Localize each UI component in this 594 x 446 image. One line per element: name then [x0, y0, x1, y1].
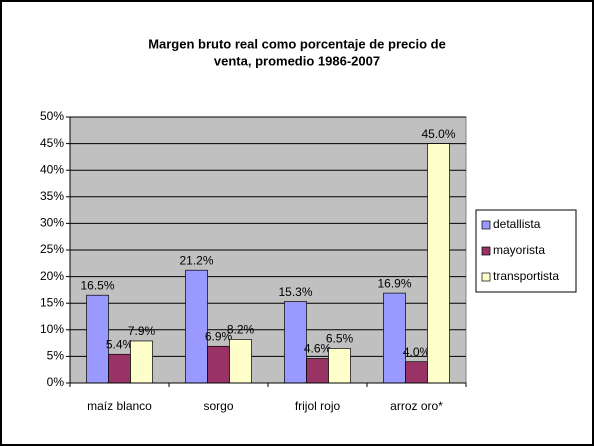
value-label: 6.5%: [326, 332, 354, 346]
y-tick-label: 50%: [40, 109, 64, 123]
y-tick-label: 20%: [40, 269, 64, 283]
y-tick-label: 0%: [47, 375, 65, 389]
bar: [427, 143, 450, 384]
legend-swatch: [481, 272, 491, 282]
value-label: 4.6%: [304, 342, 332, 356]
bar: [130, 340, 153, 384]
legend-label: mayorista: [493, 243, 545, 257]
bar: [383, 292, 406, 384]
legend-swatch: [481, 246, 491, 256]
y-tick-label: 30%: [40, 216, 64, 230]
bar: [229, 339, 252, 384]
value-label: 16.5%: [80, 278, 114, 292]
value-label: 7.9%: [128, 324, 156, 338]
value-label: 8.2%: [227, 323, 255, 337]
bar: [306, 358, 329, 384]
bar: [328, 348, 351, 384]
value-label: 5.4%: [106, 337, 134, 351]
y-tick-label: 10%: [40, 322, 64, 336]
x-tick-label: maíz blanco: [87, 399, 152, 413]
value-label: 21.2%: [179, 253, 213, 267]
x-tick-label: frijol rojo: [295, 399, 341, 413]
bar: [405, 361, 428, 384]
value-label: 45.0%: [421, 127, 455, 141]
y-tick-label: 5%: [47, 349, 65, 363]
y-tick-label: 25%: [40, 242, 64, 256]
value-label: 15.3%: [278, 285, 312, 299]
legend-box: [475, 209, 577, 293]
x-tick-label: arroz oro*: [390, 399, 443, 413]
y-tick-label: 45%: [40, 136, 64, 150]
y-tick-label: 40%: [40, 162, 64, 176]
legend-label: detallista: [493, 217, 541, 231]
legend-label: transportista: [493, 269, 559, 283]
bar: [108, 353, 131, 384]
y-tick-label: 35%: [40, 189, 64, 203]
value-label: 4.0%: [403, 345, 431, 359]
chart-title: venta, promedio 1986-2007: [214, 53, 380, 68]
bar: [185, 269, 208, 384]
y-tick-label: 15%: [40, 295, 64, 309]
bar: [207, 345, 230, 384]
value-label: 6.9%: [205, 329, 233, 343]
x-tick-label: sorgo: [203, 399, 233, 413]
legend-swatch: [481, 220, 491, 230]
value-label: 16.9%: [377, 276, 411, 290]
chart-title: Margen bruto real como porcentaje de pre…: [148, 36, 446, 51]
